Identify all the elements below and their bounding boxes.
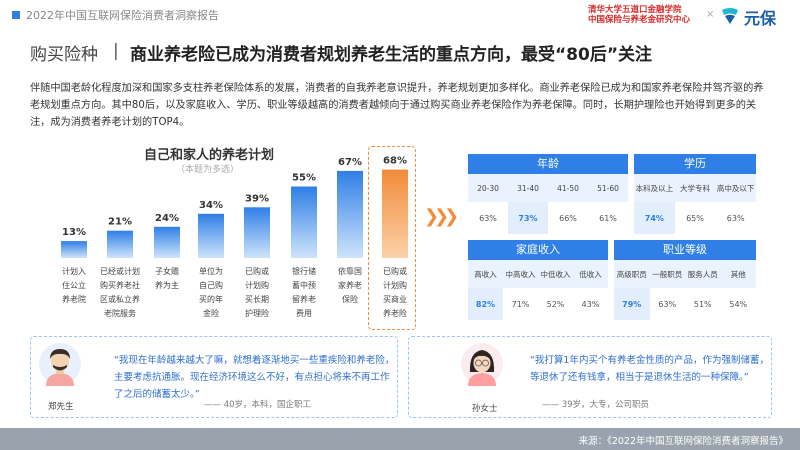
education-column-header: 高中及以下 bbox=[716, 183, 755, 193]
age-value-cell: 63% bbox=[479, 213, 497, 223]
category-label-1: 已经或计划购买养老社区或私立养老院服务 bbox=[100, 266, 140, 318]
occupation-column-header: 一般职员 bbox=[652, 269, 683, 279]
education-value-cell: 63% bbox=[726, 213, 745, 223]
bar-2 bbox=[154, 226, 180, 258]
female-avatar-icon bbox=[461, 343, 503, 386]
partner-line-2: 中国保险与养老金研究中心 bbox=[588, 15, 691, 25]
partnership-times-sign: × bbox=[706, 9, 715, 20]
bar-5 bbox=[291, 186, 317, 258]
bar-value-label-7: 68% bbox=[383, 156, 407, 167]
quote-attribution-1: —— 40岁，本科，国企职工 bbox=[204, 400, 312, 410]
age-header: 年龄 bbox=[468, 154, 628, 174]
quote-card-2 bbox=[408, 336, 772, 418]
category-label-4: 已购或计划购买长期护理险 bbox=[245, 266, 269, 318]
bar-value-label-0: 13% bbox=[62, 227, 86, 238]
category-label-3: 单位为自己购买的年金险 bbox=[199, 266, 223, 318]
education-value-cell: 65% bbox=[686, 213, 704, 223]
brand-name: 元保 bbox=[744, 9, 777, 28]
income-values: 82% 71% 52% 43% bbox=[468, 288, 608, 320]
income-column-header: 中低收入 bbox=[540, 269, 571, 279]
age-columns: 20-30 31-40 41-50 51-60 bbox=[468, 174, 628, 202]
bar-value-label-1: 21% bbox=[108, 217, 132, 228]
income-column-header: 中高收入 bbox=[505, 269, 536, 279]
income-value-cell: 82% bbox=[468, 288, 503, 320]
income-column-header: 低收入 bbox=[579, 269, 602, 279]
age-column-header: 51-60 bbox=[597, 183, 619, 193]
bar-6 bbox=[337, 170, 363, 258]
category-label-2: 子女赡养为主 bbox=[155, 266, 179, 290]
occupation-value-cell: 63% bbox=[658, 299, 677, 309]
age-column-header: 20-30 bbox=[477, 183, 499, 193]
education-column-header: 本科及以上 bbox=[635, 183, 674, 193]
quote-card-1 bbox=[30, 336, 398, 418]
category-label-6: 依靠国家养老保险 bbox=[338, 266, 362, 304]
partner-institution: 清华大学五道口金融学院 中国保险与养老金研究中心 bbox=[588, 5, 690, 25]
income-value-cell: 71% bbox=[511, 299, 530, 309]
chevron-right-icon: ❯❯❯ bbox=[424, 206, 459, 227]
section-label: 购买险种 bbox=[30, 45, 98, 65]
bar-value-label-2: 24% bbox=[155, 213, 179, 224]
partner-line-1: 清华大学五道口金融学院 bbox=[588, 5, 682, 15]
bar-value-label-6: 67% bbox=[338, 157, 362, 168]
quote-text-1: “我现在年龄越来越大了嘛，就想着逐渐地买一些重疾险和养老险，主要考虑抗通胀。现在… bbox=[114, 355, 395, 400]
education-column-header: 大学专科 bbox=[679, 183, 710, 193]
bar-7 bbox=[382, 169, 408, 258]
intro-paragraph: 伴随中国老龄化程度加深和国家多支柱养老保险体系的发展，消费者的自我养老意识提升，… bbox=[30, 83, 764, 128]
footer-bar: 来源：《2022年中国互联网保险消费者洞察报告》 bbox=[0, 428, 800, 450]
quote-text-2: “我打算1年内买个有养老金性质的产品，作为强制储蓄，等退休了还有钱拿，相当于是退… bbox=[530, 355, 769, 383]
occupation-column-header: 其他 bbox=[730, 269, 746, 279]
income-column-header: 高收入 bbox=[474, 269, 497, 279]
section-separator: | bbox=[113, 41, 119, 61]
male-avatar-icon bbox=[39, 343, 81, 386]
education-value-cell: 74% bbox=[634, 202, 675, 234]
occupation-columns: 高级职员 一般职员 服务人员 其他 bbox=[614, 260, 756, 288]
occupation-column-header: 高级职员 bbox=[616, 269, 647, 279]
yuanbao-logo-icon bbox=[722, 8, 738, 24]
age-column-header: 31-40 bbox=[517, 183, 539, 193]
person-name-2: 孙女士 bbox=[472, 404, 498, 414]
category-label-5: 银行储蓄中预留养老费用 bbox=[292, 266, 316, 318]
occupation-value-cell: 79% bbox=[614, 288, 650, 320]
bar-value-label-4: 39% bbox=[245, 193, 269, 204]
education-values: 74% 65% 63% bbox=[634, 202, 756, 234]
report-title: 2022年中国互联网保险消费者洞察报告 bbox=[26, 9, 219, 22]
income-header: 家庭收入 bbox=[468, 240, 608, 260]
education-columns: 本科及以上 大学专科 高中及以下 bbox=[634, 174, 756, 202]
age-value-cell: 61% bbox=[599, 213, 617, 223]
age-value-cell: 66% bbox=[559, 213, 577, 223]
age-value-cell: 73% bbox=[508, 202, 548, 234]
income-value-cell: 43% bbox=[581, 299, 600, 309]
chart-subtitle: （本题为多选） bbox=[176, 165, 240, 175]
bar-0 bbox=[61, 241, 87, 258]
income-columns: 高收入 中高收入 中低收入 低收入 bbox=[468, 260, 608, 288]
category-label-7: 已购或计划购买商业养老险 bbox=[383, 266, 407, 318]
occupation-values: 79% 63% 51% 54% bbox=[614, 288, 756, 320]
chart-title: 自己和家人的养老计划 bbox=[144, 148, 275, 163]
bar-4 bbox=[244, 207, 270, 258]
top-bar: 2022年中国互联网保险消费者洞察报告 清华大学五道口金融学院 中国保险与养老金… bbox=[0, 0, 800, 30]
title-marker bbox=[12, 11, 20, 19]
category-label-0: 计划入住公立养老院 bbox=[62, 266, 86, 304]
education-header: 学历 bbox=[634, 154, 756, 174]
highlight-box bbox=[368, 146, 416, 330]
income-value-cell: 52% bbox=[546, 299, 565, 309]
occupation-value-cell: 54% bbox=[729, 299, 748, 309]
occupation-header: 职业等级 bbox=[614, 240, 756, 260]
page-headline: 商业养老险已成为消费者规划养老生活的重点方向，最受“80后”关注 bbox=[130, 45, 653, 65]
person-name-1: 郑先生 bbox=[48, 402, 74, 412]
age-column-header: 41-50 bbox=[557, 183, 579, 193]
age-values: 63% 73% 66% 61% bbox=[468, 202, 628, 234]
occupation-column-header: 服务人员 bbox=[687, 269, 718, 279]
occupation-value-cell: 51% bbox=[693, 299, 712, 309]
bar-3 bbox=[198, 213, 224, 258]
quote-attribution-2: —— 39岁，大专，公司职员 bbox=[542, 400, 650, 410]
bar-value-label-5: 55% bbox=[292, 173, 316, 184]
source-note: 来源：《2022年中国互联网保险消费者洞察报告》 bbox=[578, 436, 788, 447]
bar-value-label-3: 34% bbox=[199, 200, 223, 211]
bar-1 bbox=[107, 230, 133, 258]
